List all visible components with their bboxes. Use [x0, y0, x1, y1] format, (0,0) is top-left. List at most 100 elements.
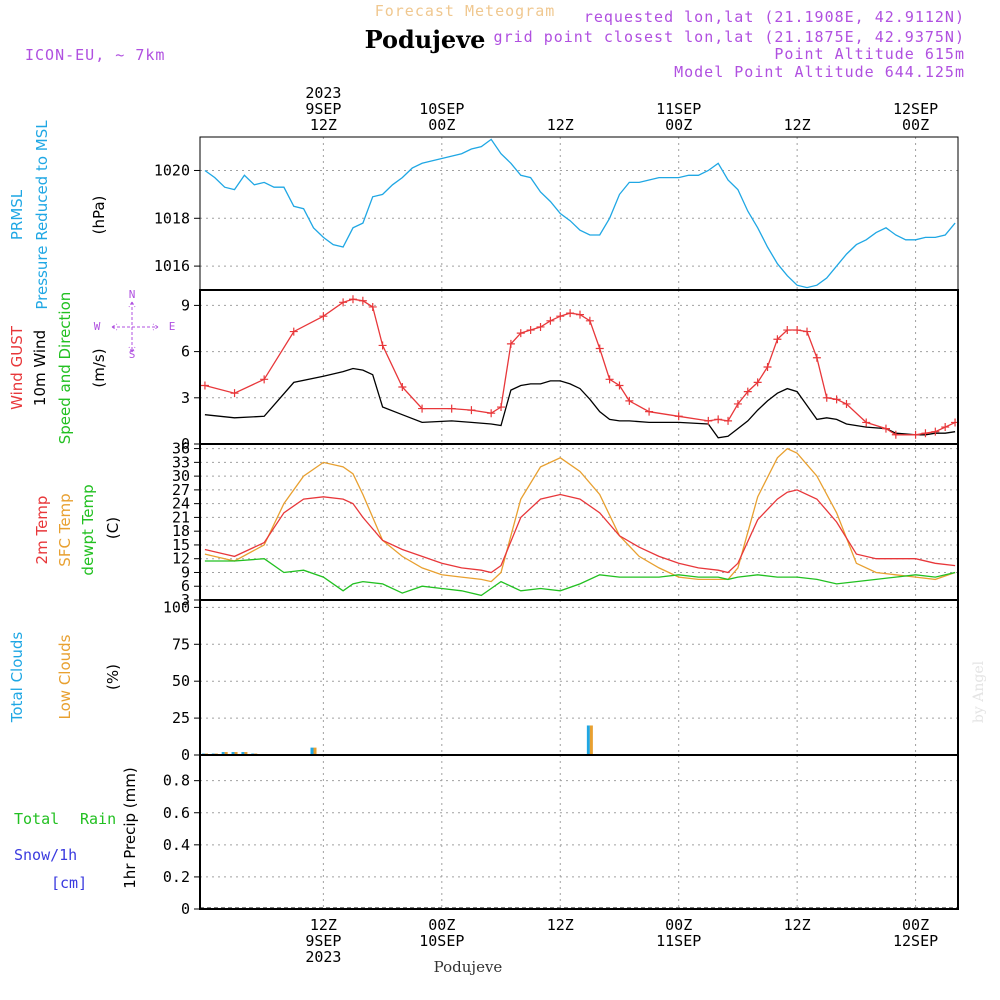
ytick-label-precip: 0.4: [163, 836, 190, 854]
gust-marker: [803, 327, 812, 336]
total-clouds-bar: [221, 752, 225, 755]
top-time-label: 00Z: [902, 116, 929, 134]
grid-layer: [200, 137, 958, 909]
compass-w: W: [94, 320, 101, 333]
dewpt-label: dewpt Temp: [79, 484, 97, 575]
bottom-time-label: 12Z: [310, 916, 337, 934]
gust-marker: [319, 312, 328, 321]
gust-marker: [763, 363, 772, 371]
gust-line: [204, 298, 956, 436]
panel-frame-clouds: [199, 599, 959, 756]
gust-marker: [339, 298, 348, 307]
gust-marker: [714, 415, 723, 424]
top-time-label: 10SEP: [419, 100, 464, 118]
gust-marker: [812, 353, 821, 362]
gust-marker: [793, 326, 802, 335]
panel-frame-pressure: [199, 136, 959, 291]
ytick-label-temp: 12: [172, 550, 190, 568]
snow-unit: [cm]: [51, 874, 87, 892]
gust-marker: [526, 326, 535, 335]
total-clouds-bar: [586, 725, 590, 755]
top-time-label: 11SEP: [656, 100, 701, 118]
gust-marker: [556, 312, 565, 321]
gust-marker: [487, 409, 496, 418]
bottom-time-label: 00Z: [428, 916, 455, 934]
gust-marker: [773, 335, 782, 344]
ytick-label-temp: 24: [172, 495, 190, 513]
gust-marker: [566, 309, 575, 318]
ytick-label-temp: 15: [172, 536, 190, 554]
ytick-label-clouds: 100: [163, 598, 190, 616]
bottom-time-label: 00Z: [665, 916, 692, 934]
gust-marker: [724, 416, 733, 425]
ytick-label-pressure: 1018: [154, 209, 190, 227]
ytick-label-temp: 21: [172, 508, 190, 526]
low-clouds-bar: [234, 752, 238, 755]
gust-marker: [842, 399, 851, 408]
gust-marker: [625, 396, 634, 405]
precip-unit: 1hr Precip (mm): [121, 767, 139, 888]
gust-marker: [506, 339, 515, 348]
ytick-label-wind: 6: [181, 343, 190, 361]
ytick-label-temp: 36: [172, 440, 190, 458]
bottom-time-label: 10SEP: [419, 932, 464, 950]
sfc-temp-line: [204, 447, 956, 583]
panel-frame-temp: [199, 443, 959, 601]
location-title: Podujeve: [365, 25, 486, 54]
gust-label: Wind GUST: [8, 325, 26, 410]
sfc-label: SFC Temp: [56, 493, 74, 566]
gust-marker: [447, 404, 456, 413]
ytick-label-temp: 27: [172, 481, 190, 499]
ytick-label-temp: 33: [172, 453, 190, 471]
ytick-label-precip: 0.6: [163, 804, 190, 822]
gust-marker: [230, 389, 239, 398]
top-time-label: 00Z: [665, 116, 692, 134]
compass-n: N: [129, 288, 136, 301]
gust-marker: [467, 406, 476, 415]
point-altitude: Point Altitude 615m: [774, 45, 965, 63]
top-time-label: 00Z: [428, 116, 455, 134]
gust-marker: [378, 341, 387, 350]
model-name: ICON-EU, ~ 7km: [25, 46, 165, 64]
gust-marker: [516, 329, 525, 338]
gust-marker: [733, 399, 742, 408]
gust-marker: [200, 381, 209, 390]
ytick-label-precip: 0.2: [163, 868, 190, 886]
plot-layer: [200, 138, 960, 909]
temp-unit: (C): [104, 517, 122, 539]
ytick-label-temp: 6: [181, 577, 190, 595]
low-clouds-bar: [313, 747, 317, 755]
gust-marker: [546, 316, 555, 325]
wind-label: 10m Wind: [31, 330, 49, 406]
gust-marker: [615, 381, 624, 390]
gust-marker: [289, 327, 298, 336]
dewpt-line: [204, 558, 956, 597]
bottom-time-label: 11SEP: [656, 932, 701, 950]
compass-arrows: [111, 301, 159, 353]
gust-marker: [585, 316, 594, 325]
total-label: Total: [14, 810, 59, 828]
forecast-title: Forecast Meteogram: [375, 2, 556, 20]
gust-marker: [368, 302, 377, 311]
ytick-label-temp: 9: [181, 563, 190, 581]
ytick-label-temp: 3: [181, 591, 190, 609]
ytick-label-temp: 30: [172, 467, 190, 485]
ytick-label-clouds: 75: [172, 635, 190, 653]
gust-marker: [358, 296, 367, 305]
top-time-label: 12Z: [310, 116, 337, 134]
gust-marker: [921, 429, 930, 438]
gust-marker: [743, 387, 752, 396]
bottom-time-label: 2023: [305, 948, 341, 966]
gust-marker: [891, 430, 900, 439]
gust-marker: [497, 403, 506, 412]
low-clouds-label: Low Clouds: [56, 634, 74, 719]
wind-unit: (m/s): [90, 348, 108, 387]
gust-marker: [862, 418, 871, 427]
ytick-label-wind: 0: [181, 435, 190, 453]
ytick-label-clouds: 0: [181, 746, 190, 764]
bottom-time-label: 9SEP: [305, 932, 341, 950]
total-clouds-bar: [241, 752, 245, 755]
total-clouds-label: Total Clouds: [8, 632, 26, 724]
credit-text: by Angel: [971, 660, 987, 723]
low-clouds-bar: [244, 752, 248, 755]
